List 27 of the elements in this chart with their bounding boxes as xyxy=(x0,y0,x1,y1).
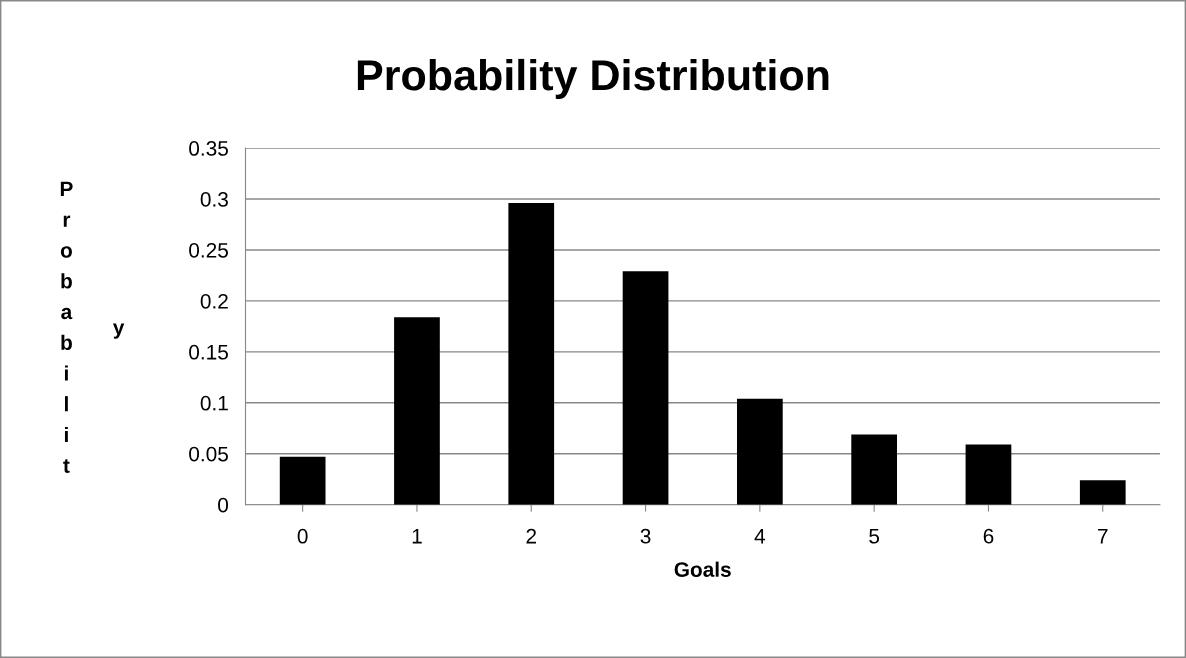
bar xyxy=(279,456,326,505)
x-tick-label: 4 xyxy=(754,529,766,544)
x-tick-label: 5 xyxy=(869,529,880,544)
bar xyxy=(737,398,783,505)
bar xyxy=(394,317,440,505)
y-tick-label: 0.3 xyxy=(200,192,228,207)
text: Probability xyxy=(60,181,125,473)
bar xyxy=(851,434,898,505)
x-tick-label: 1 xyxy=(412,529,422,544)
chart-title: Probability Distribution xyxy=(357,58,829,100)
y-tick-label: 0.25 xyxy=(189,242,228,258)
x-tick-label: 3 xyxy=(640,528,651,544)
y-tick-label: 0.1 xyxy=(200,395,228,411)
y-tick-label: 0.15 xyxy=(189,344,228,360)
y-tick-label: 0.2 xyxy=(200,293,228,309)
y-tick-label: 0.35 xyxy=(189,141,228,156)
bar xyxy=(508,203,555,505)
x-tick-label: 0 xyxy=(297,528,308,544)
x-tick-label: 7 xyxy=(1098,529,1108,544)
bar xyxy=(965,444,1012,505)
bar xyxy=(1079,480,1126,505)
x-tick-label: 2 xyxy=(526,528,536,544)
bar xyxy=(622,271,669,505)
y-tick-label: 0 xyxy=(218,497,229,513)
x-tick-label: 6 xyxy=(983,528,994,544)
y-tick-label: 0.05 xyxy=(189,446,228,462)
x-axis-title: Goals xyxy=(674,561,731,577)
